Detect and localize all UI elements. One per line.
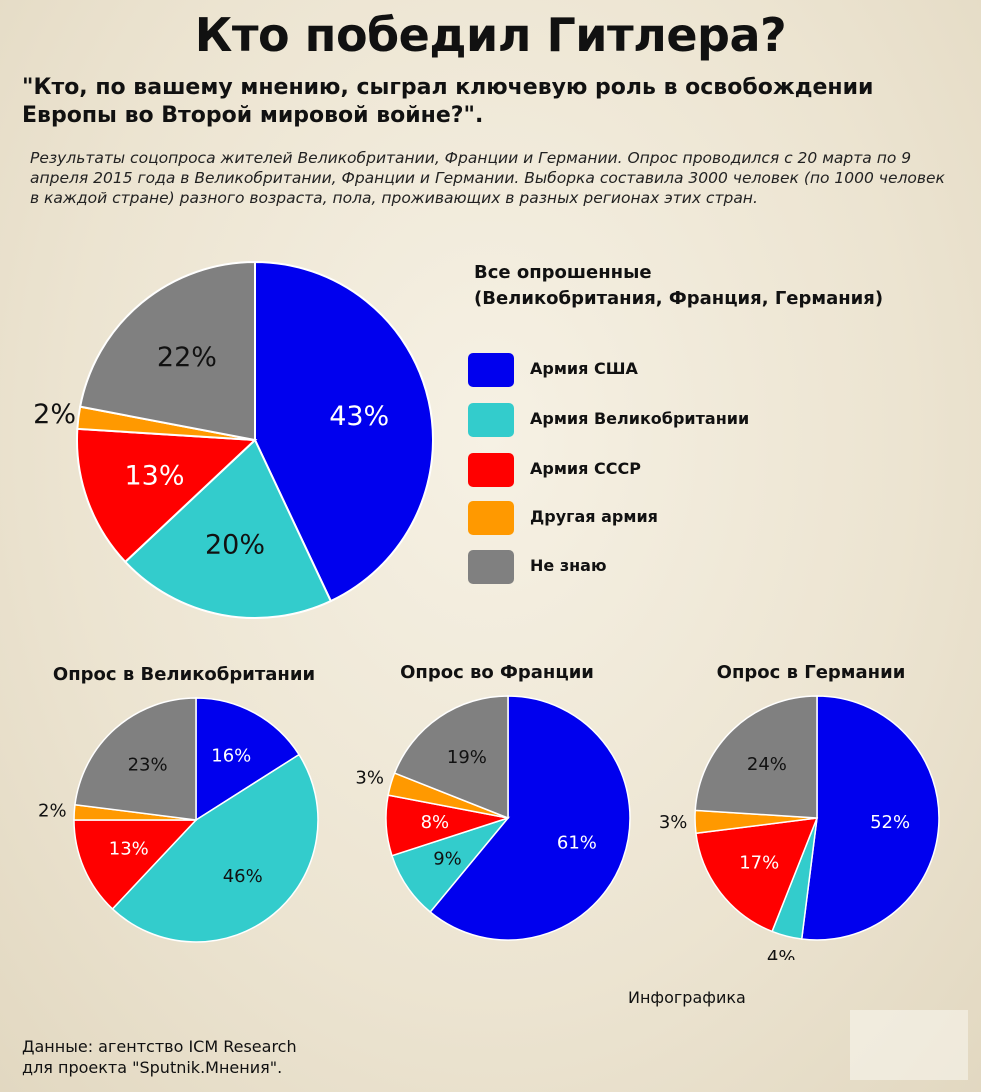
pie-label-uk-usa: 16%	[211, 745, 251, 766]
pie-chart-germany: 52% 4% 17% 3% 24%	[659, 695, 940, 960]
pie-slice-uk-ussr	[73, 819, 198, 910]
pie-slice-all-unknown	[78, 260, 256, 442]
legend-label-usa: Армия США	[530, 359, 638, 378]
legend-label-unknown: Не знаю	[530, 556, 607, 575]
pie-chart-uk: 16% 46% 13% 2% 23%	[38, 697, 319, 943]
legend-swatch-ussr	[468, 453, 514, 487]
pie-slice-all-uk	[123, 438, 333, 619]
survey-question: "Кто, по вашему мнению, сыграл ключевую …	[22, 75, 874, 128]
legend-swatch-other	[468, 501, 514, 535]
legend-item-usa: Армия США	[468, 353, 888, 387]
pie-label-france-uk: 9%	[433, 849, 462, 870]
legend-swatch-unknown	[468, 550, 514, 584]
legend-label-uk: Армия Великобритании	[530, 409, 750, 428]
pie-slice-all-usa	[254, 260, 434, 603]
legend-item-unknown: Не знаю	[468, 550, 888, 584]
pie-slice-germany-unknown	[694, 695, 818, 819]
pie-chart-all: 43% 20% 13% 2% 22%	[33, 260, 434, 619]
survey-description: Результаты соцопроса жителей Великобрита…	[30, 149, 945, 207]
footer-line2: для проекта "Sputnik.Мнения".	[22, 1058, 283, 1077]
pie-label-germany-uk: 4%	[767, 947, 796, 960]
pie-slice-france-unknown	[393, 695, 509, 820]
legend-item-other: Другая армия	[468, 501, 888, 535]
pie-label-germany-ussr: 17%	[739, 852, 779, 873]
pie-label-all-uk: 20%	[205, 529, 265, 560]
pie-slice-uk-usa	[195, 697, 301, 822]
pie-slice-uk-unknown	[74, 697, 197, 821]
legend-swatch-uk	[468, 403, 514, 437]
legend-label-ussr: Армия СССР	[530, 459, 641, 478]
pie-label-germany-usa: 52%	[870, 812, 910, 833]
pie-label-france-ussr: 8%	[421, 812, 450, 833]
infographic-label: Инфографика	[628, 988, 746, 1007]
pie-label-france-usa: 61%	[557, 832, 597, 853]
legend-item-uk: Армия Великобритании	[468, 403, 888, 437]
pie-slice-germany-usa	[800, 695, 940, 941]
pie-slice-france-usa	[429, 695, 631, 941]
chart-title-germany: Опрос в Германии	[716, 662, 906, 683]
pie-label-uk-ussr: 13%	[109, 839, 149, 860]
legend-item-ussr: Армия СССР	[468, 453, 888, 487]
pie-label-uk-unknown: 23%	[128, 755, 168, 776]
footer-line1: Данные: агентство ICM Research	[22, 1037, 297, 1056]
legend-label-other: Другая армия	[530, 507, 658, 526]
pie-slice-all-ussr	[76, 427, 258, 564]
legend-title: Все опрошенные (Великобритания, Франция,…	[474, 260, 944, 312]
pie-slice-germany-ussr	[695, 817, 819, 933]
legend-title-line1: Все опрошенные	[474, 262, 652, 283]
pie-label-uk-uk: 46%	[223, 866, 263, 887]
pie-label-all-usa: 43%	[329, 401, 389, 432]
pie-label-france-unknown: 19%	[447, 747, 487, 768]
pie-slice-uk-uk	[111, 753, 319, 943]
chart-title-france: Опрос во Франции	[400, 662, 594, 683]
pie-label-all-other: 2%	[33, 399, 76, 430]
legend-title-line2: (Великобритания, Франция, Германия)	[474, 288, 884, 309]
chart-title-uk: Опрос в Великобритании	[52, 664, 316, 685]
footer-source: Данные: агентство ICM Research для проек…	[22, 1036, 297, 1078]
legend-swatch-usa	[468, 353, 514, 387]
pie-chart-france: 61% 9% 8% 3% 19%	[355, 695, 631, 941]
pie-label-uk-other: 2%	[38, 801, 67, 822]
pie-label-germany-unknown: 24%	[747, 754, 787, 775]
pie-label-germany-other: 3%	[659, 812, 688, 833]
pie-label-all-ussr: 13%	[124, 461, 184, 492]
footer-box	[850, 1010, 968, 1080]
pie-label-france-other: 3%	[355, 767, 384, 788]
page-title: Кто победил Гитлера?	[194, 8, 787, 62]
pie-label-all-unknown: 22%	[157, 342, 217, 373]
